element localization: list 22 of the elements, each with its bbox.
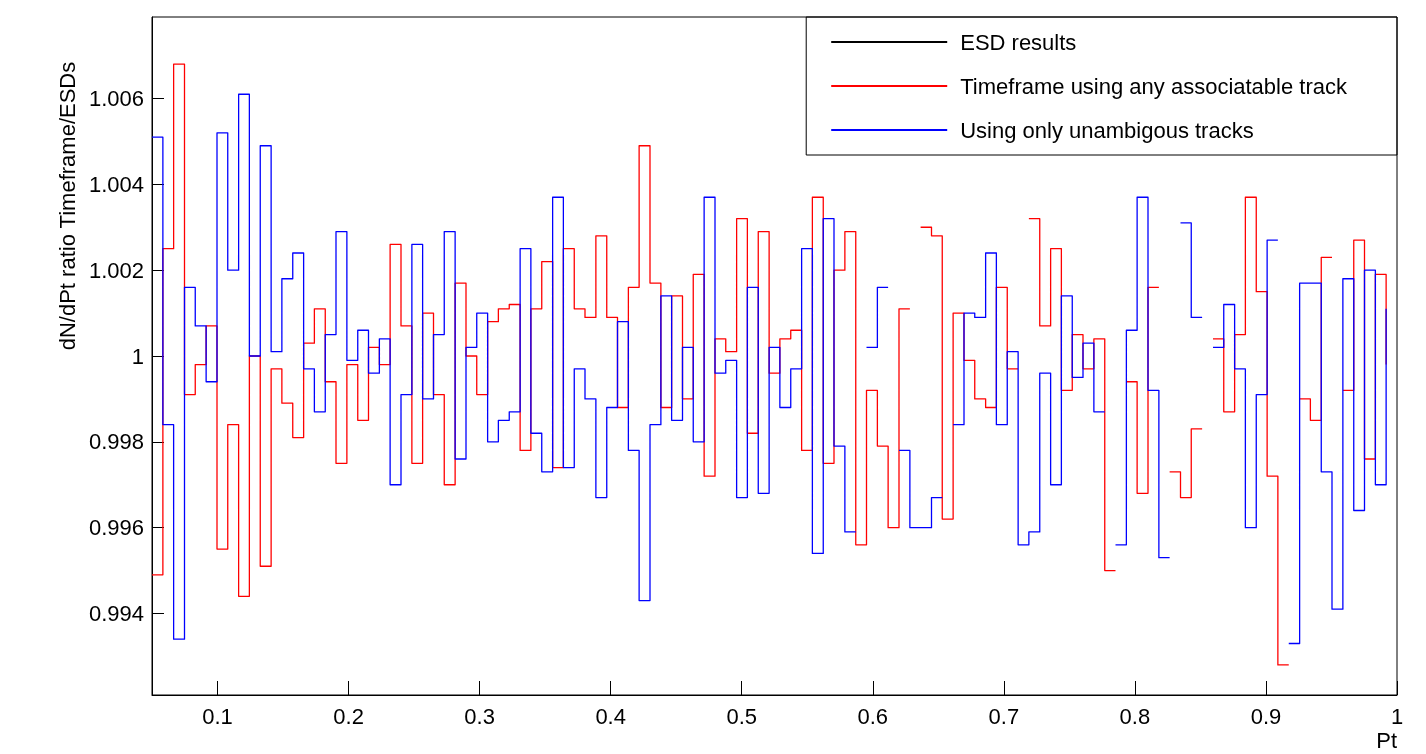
y-tick-label: 0.996 — [88, 515, 144, 541]
x-tick-label: 0.8 — [1119, 703, 1151, 729]
y-tick-label: 1.006 — [88, 86, 144, 112]
x-axis-title: Pt — [1376, 727, 1397, 753]
x-tick-label: 0.1 — [202, 703, 233, 729]
text: Using only unambigous tracks — [960, 117, 1254, 143]
y-tick-label: 0.998 — [88, 429, 144, 455]
y-tick-label: 1.004 — [88, 171, 144, 197]
y-tick-label: 0.994 — [88, 600, 144, 626]
x-tick-label: 0.3 — [464, 703, 495, 729]
x-tick-label: 0.4 — [595, 703, 626, 729]
text: Timeframe using any associatable track — [960, 73, 1348, 99]
x-tick-label: 0.5 — [726, 703, 758, 729]
x-tick-label: 0.9 — [1250, 703, 1282, 729]
x-tick-label: 0.7 — [988, 703, 1020, 729]
x-tick-label: 1 — [1390, 703, 1404, 729]
y-tick-label: 1.002 — [88, 257, 144, 283]
legend-label: ESD results — [960, 29, 1077, 55]
x-tick-label: 0.2 — [333, 703, 364, 729]
x-tick-label: 0.6 — [857, 703, 889, 729]
y-tick-label: 1 — [131, 343, 144, 369]
y-axis-title: dN/dPt ratio Timeframe/ESDs — [54, 61, 80, 351]
